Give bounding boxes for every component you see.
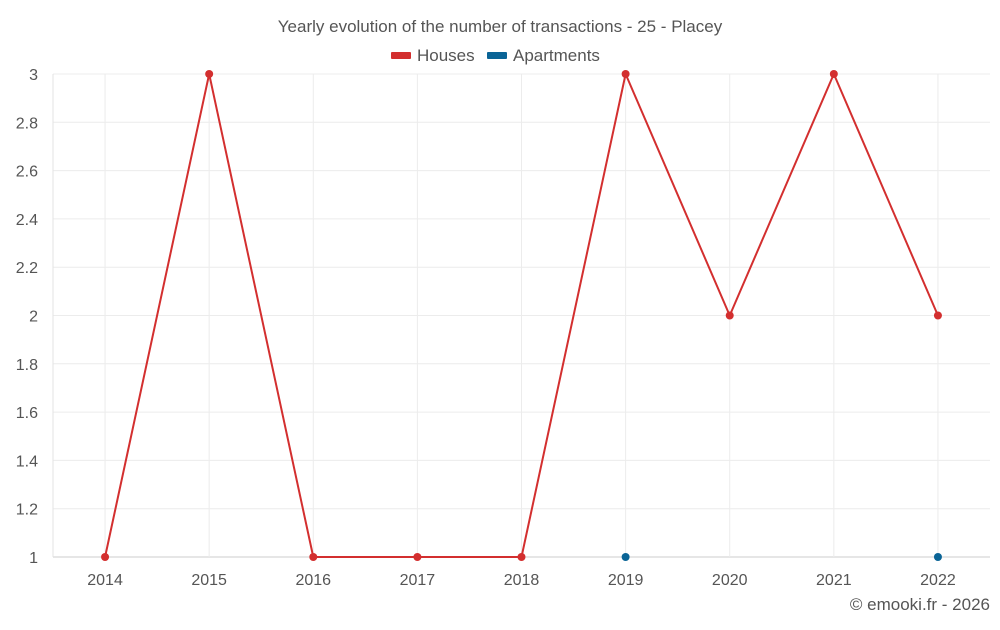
data-point-houses[interactable] (309, 553, 318, 561)
data-point-houses[interactable] (621, 70, 630, 78)
data-point-houses[interactable] (101, 553, 110, 561)
x-tick-label: 2017 (400, 572, 436, 589)
series (101, 70, 942, 561)
data-point-houses[interactable] (725, 311, 734, 320)
x-tick-label: 2020 (712, 572, 748, 589)
y-tick-label: 2.6 (16, 164, 38, 181)
legend-label-apartments: Apartments (513, 46, 600, 65)
y-tick-label: 3 (29, 67, 38, 84)
chart-title: Yearly evolution of the number of transa… (278, 17, 723, 36)
x-tick-label: 2022 (920, 572, 956, 589)
legend-label-houses: Houses (417, 46, 475, 65)
y-tick-label: 1 (29, 550, 38, 567)
y-tick-label: 1.2 (16, 502, 38, 519)
y-tick-label: 1.6 (16, 405, 38, 422)
legend-swatch-apartments (487, 52, 507, 59)
y-tick-label: 1.4 (16, 453, 38, 470)
legend-item-apartments[interactable]: Apartments (487, 46, 600, 65)
y-tick-label: 1.8 (16, 357, 38, 374)
data-point-houses[interactable] (933, 311, 942, 320)
y-tick-label: 2.2 (16, 260, 38, 277)
x-tick-label: 2018 (504, 572, 540, 589)
x-tick-label: 2014 (87, 572, 123, 589)
axes: 1 1.2 1.4 1.6 1.8 2 2.2 2.4 2.6 2.8 3 2014 2015 2016 2… (16, 67, 956, 589)
y-tick-label: 2 (29, 309, 38, 326)
x-tick-label: 2019 (608, 572, 644, 589)
credit-text: © emooki.fr - 2026 (850, 595, 990, 614)
y-tick-label: 2.8 (16, 115, 38, 132)
y-tick-label: 2.4 (16, 212, 38, 229)
data-point-houses[interactable] (517, 553, 526, 561)
data-point-houses[interactable] (413, 553, 422, 561)
data-point-apartments[interactable] (621, 553, 630, 561)
legend-item-houses[interactable]: Houses (391, 46, 475, 65)
x-tick-label: 2021 (816, 572, 852, 589)
data-point-houses[interactable] (829, 70, 838, 78)
data-point-houses[interactable] (205, 70, 214, 78)
data-point-apartments[interactable] (933, 553, 942, 561)
x-tick-label: 2015 (191, 572, 227, 589)
x-tick-label: 2016 (295, 572, 331, 589)
legend-swatch-houses (391, 52, 411, 59)
legend: Houses Apartments (391, 46, 600, 65)
